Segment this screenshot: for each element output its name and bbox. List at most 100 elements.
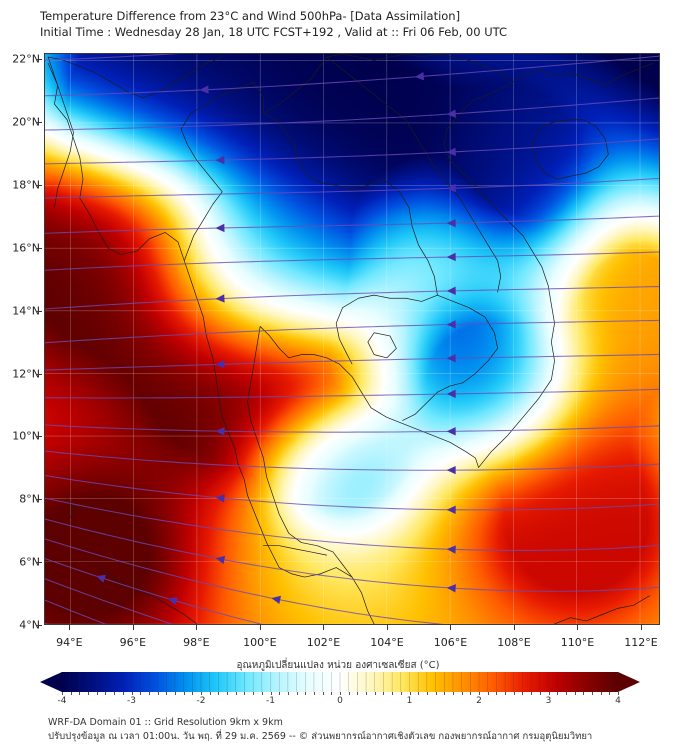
lat-tickmark: [37, 562, 42, 564]
lat-tick-10°N: 10°N: [12, 429, 40, 443]
lon-tickmark: [640, 625, 642, 630]
colorbar-minor-tick: [218, 692, 220, 695]
colorbar-tick--1: -1: [266, 696, 275, 706]
colorbar-minor-tick: [305, 692, 307, 695]
colorbar-minor-tick: [62, 692, 63, 695]
colorbar-max-extend-arrow: [618, 672, 640, 692]
colorbar-tick-3: 3: [545, 696, 552, 706]
colorbar-minor-tick: [201, 692, 202, 695]
colorbar-minor-tick: [105, 692, 107, 695]
colorbar-minor-tick: [174, 692, 176, 695]
lon-tickmark: [450, 625, 452, 630]
colorbar-minor-tick: [618, 692, 619, 695]
colorbar-minor-tick: [418, 692, 420, 695]
lon-tickmark: [513, 625, 515, 630]
colorbar-minor-tick: [270, 692, 272, 695]
colorbar-minor-tick: [192, 692, 194, 695]
colorbar-minor-tick: [400, 692, 402, 695]
colorbar-tick-4: 4: [615, 696, 621, 706]
colorbar-minor-tick: [583, 692, 585, 695]
colorbar-minor-tick: [331, 692, 333, 695]
lon-tick-100°E: 100°E: [243, 636, 277, 649]
colorbar-minor-tick: [565, 692, 567, 695]
colorbar-minor-tick: [513, 692, 515, 695]
colorbar-minor-tick: [287, 692, 289, 695]
colorbar-minor-tick: [96, 692, 98, 695]
lat-tick-6°N: 6°N: [19, 555, 40, 569]
lon-tick-104°E: 104°E: [370, 636, 404, 649]
title-line-2: Initial Time : Wednesday 28 Jan, 18 UTC …: [40, 25, 508, 39]
colorbar-minor-tick: [340, 692, 341, 695]
map-plot-area: [44, 53, 660, 625]
colorbar-minor-tick: [114, 692, 116, 695]
lon-tick-110°E: 110°E: [560, 636, 595, 649]
colorbar-minor-tick: [392, 692, 394, 695]
lon-tick-102°E: 102°E: [306, 636, 341, 649]
lat-tickmark: [37, 373, 42, 375]
lat-tick-16°N: 16°N: [12, 241, 40, 255]
lon-tickmark: [259, 625, 261, 630]
colorbar-minor-tick: [426, 692, 428, 695]
colorbar-minor-tick: [461, 692, 463, 695]
colorbar-minor-tick: [261, 692, 263, 695]
lat-tick-8°N: 8°N: [19, 492, 40, 506]
colorbar-tick-2: 2: [476, 696, 482, 706]
colorbar-minor-tick: [166, 692, 168, 695]
title-line-1: Temperature Difference from 23°C and Win…: [40, 9, 461, 23]
longitude-axis: 94°E 96°E 98°E 100°E 102°E 104°E 106°E 108°E 110…: [0, 625, 676, 649]
footer-line-1: WRF-DA Domain 01 :: Grid Resolution 9km …: [48, 717, 283, 728]
lat-tickmark: [37, 436, 42, 438]
colorbar-minor-tick: [279, 692, 281, 695]
colorbar-minor-tick: [183, 692, 185, 695]
lat-tick-14°N: 14°N: [12, 304, 40, 318]
temperature-anomaly-field: [45, 54, 659, 624]
colorbar-minor-tick: [209, 692, 211, 695]
lat-tick-4°N: 4°N: [19, 618, 40, 632]
colorbar-tick-0: 0: [337, 696, 343, 706]
colorbar-minor-tick: [157, 692, 159, 695]
colorbar-minor-tick: [70, 692, 72, 695]
colorbar-minor-tick: [374, 692, 376, 695]
colorbar-minor-tick: [148, 692, 150, 695]
colorbar-minor-tick: [470, 692, 472, 695]
lon-tick-98°E: 98°E: [183, 636, 210, 649]
latitude-axis: 4°N 6°N 8°N 10°N 12°N 14°N 16°N 18°N 20°N 22°N: [0, 0, 42, 756]
lon-tick-94°E: 94°E: [56, 636, 83, 649]
lat-tick-22°N: 22°N: [12, 52, 40, 66]
colorbar-minor-tick: [435, 692, 437, 695]
colorbar-minor-tick: [366, 692, 368, 695]
colorbar-minor-tick: [348, 692, 350, 695]
colorbar-minor-tick: [88, 692, 90, 695]
colorbar-title: อุณหภูมิเปลี่ยนแปลง หน่วย องศาเซลเซียส (…: [236, 660, 440, 671]
colorbar-tick--3: -3: [127, 696, 136, 706]
colorbar-minor-tick: [539, 692, 541, 695]
colorbar-gradient: [40, 672, 640, 692]
colorbar-minor-tick: [505, 692, 507, 695]
colorbar-minor-tick: [322, 692, 324, 695]
lat-tickmark: [37, 122, 42, 124]
lon-tickmark: [69, 625, 71, 630]
lat-tickmark: [37, 59, 42, 61]
colorbar-minor-tick: [522, 692, 524, 695]
colorbar-minor-tick: [140, 692, 142, 695]
colorbar-block: อุณหภูมิเปลี่ยนแปลง หน่วย องศาเซลเซียส (…: [0, 658, 676, 710]
lon-tick-108°E: 108°E: [497, 636, 531, 649]
colorbar: [40, 672, 640, 692]
lon-tickmark: [323, 625, 325, 630]
lon-tickmark: [132, 625, 134, 630]
colorbar-minor-tick: [479, 692, 480, 695]
colorbar-minor-tick: [496, 692, 498, 695]
colorbar-minor-tick: [383, 692, 385, 695]
lat-tick-20°N: 20°N: [12, 115, 40, 129]
lat-tickmark: [37, 499, 42, 501]
lon-tickmark: [386, 625, 388, 630]
colorbar-minor-tick: [452, 692, 454, 695]
lat-tickmark: [37, 310, 42, 312]
colorbar-minor-tick: [591, 692, 593, 695]
colorbar-minor-tick: [609, 692, 611, 695]
lat-tick-18°N: 18°N: [12, 178, 40, 192]
lat-tickmark: [37, 185, 42, 186]
colorbar-minor-tick: [313, 692, 315, 695]
lon-tick-96°E: 96°E: [119, 636, 147, 649]
lon-tickmark: [577, 625, 579, 630]
